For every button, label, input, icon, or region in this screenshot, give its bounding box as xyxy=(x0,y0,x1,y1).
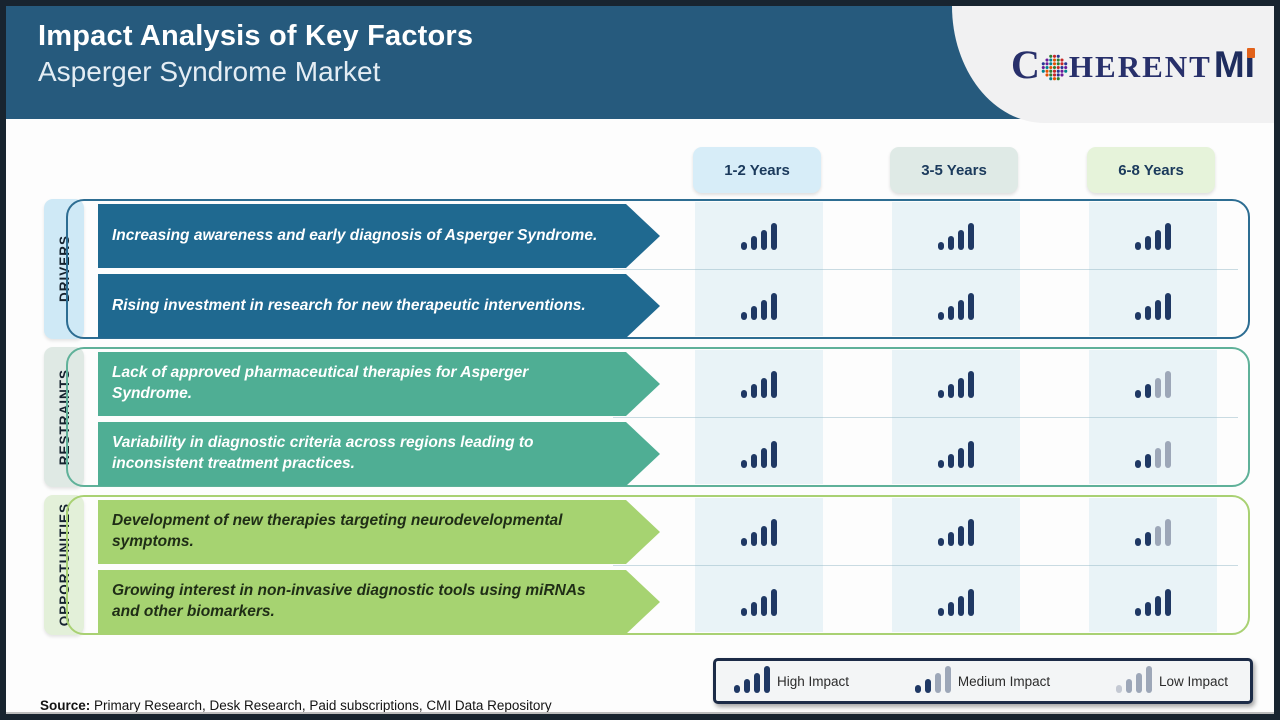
impact-cell xyxy=(892,419,1020,489)
high-impact-icon xyxy=(741,292,777,320)
factor-row: Increasing awareness and early diagnosis… xyxy=(68,201,1248,271)
high-impact-icon xyxy=(938,292,974,320)
factor-text: Growing interest in non-invasive diagnos… xyxy=(112,582,586,620)
factor-arrow: Development of new therapies targeting n… xyxy=(98,500,660,564)
category-label-drivers: DRIVERS xyxy=(44,199,84,339)
factor-text: Variability in diagnostic criteria acros… xyxy=(112,434,534,472)
medium-impact-icon xyxy=(1135,518,1171,546)
source-note: Source: Primary Research, Desk Research,… xyxy=(40,698,552,713)
column-header-label: 6-8 Years xyxy=(1118,161,1184,179)
factor-text: Rising investment in research for new th… xyxy=(112,296,586,314)
high-impact-icon xyxy=(741,440,777,468)
impact-cell xyxy=(1089,419,1217,489)
page-title: Impact Analysis of Key Factors xyxy=(38,20,474,52)
low-impact-icon xyxy=(1115,666,1152,693)
legend: High Impact Medium Impact Low Impact xyxy=(713,658,1253,704)
coherent-mi-logo: C HERENT MI xyxy=(1011,41,1256,87)
medium-impact-icon xyxy=(1135,370,1171,398)
factor-text: Lack of approved pharmaceutical therapie… xyxy=(112,364,529,402)
legend-item-medium-impact: Medium Impact xyxy=(914,666,1051,693)
impact-cell xyxy=(1089,497,1217,567)
impact-cell xyxy=(1089,271,1217,341)
factor-text: Increasing awareness and early diagnosis… xyxy=(112,226,598,244)
high-impact-icon xyxy=(1135,588,1171,616)
high-impact-icon xyxy=(938,440,974,468)
impact-cell xyxy=(892,271,1020,341)
page-subtitle: Asperger Syndrome Market xyxy=(38,56,381,87)
logo-text: HERENT xyxy=(1068,48,1212,84)
impact-cell xyxy=(1089,567,1217,637)
column-header-3-5-years: 3-5 Years xyxy=(890,147,1018,193)
factor-row: Variability in diagnostic criteria acros… xyxy=(68,419,1248,489)
source-label: Source: xyxy=(40,698,91,713)
legend-label: Low Impact xyxy=(1158,673,1228,689)
medium-impact-icon xyxy=(914,666,951,693)
high-impact-icon xyxy=(938,222,974,250)
factor-arrow: Variability in diagnostic criteria acros… xyxy=(98,422,660,486)
impact-cell xyxy=(1089,349,1217,419)
group-restraints: Lack of approved pharmaceutical therapie… xyxy=(66,347,1250,487)
factor-arrow: Growing interest in non-invasive diagnos… xyxy=(98,570,660,634)
factor-row: Lack of approved pharmaceutical therapie… xyxy=(68,349,1248,419)
high-impact-icon xyxy=(741,370,777,398)
impact-cell xyxy=(695,349,823,419)
row-divider xyxy=(613,269,1238,270)
high-impact-icon xyxy=(938,518,974,546)
row-divider xyxy=(613,565,1238,566)
impact-cell xyxy=(892,201,1020,271)
high-impact-icon xyxy=(1135,292,1171,320)
high-impact-icon xyxy=(938,588,974,616)
legend-item-high-impact: High Impact xyxy=(734,666,850,693)
factor-text: Development of new therapies targeting n… xyxy=(112,512,563,550)
impact-cell xyxy=(892,497,1020,567)
category-label-opportunities: OPPORTUNITIES xyxy=(44,495,84,635)
factor-arrow: Rising investment in research for new th… xyxy=(98,274,660,338)
logo-mi-text: MI xyxy=(1213,44,1256,85)
impact-cell xyxy=(695,497,823,567)
high-impact-icon xyxy=(741,222,777,250)
impact-cell xyxy=(1089,201,1217,271)
factor-arrow: Increasing awareness and early diagnosis… xyxy=(98,204,660,268)
high-impact-icon xyxy=(734,666,770,693)
column-header-label: 1-2 Years xyxy=(724,161,790,179)
high-impact-icon xyxy=(741,518,777,546)
logo-container: C HERENT MI xyxy=(952,6,1274,123)
logo-letter-c: C xyxy=(1011,41,1040,87)
impact-cell xyxy=(892,567,1020,637)
factor-row: Development of new therapies targeting n… xyxy=(68,497,1248,567)
impact-cell xyxy=(695,271,823,341)
factor-row: Rising investment in research for new th… xyxy=(68,271,1248,341)
row-divider xyxy=(613,417,1238,418)
column-header-1-2-years: 1-2 Years xyxy=(693,147,821,193)
impact-cell xyxy=(695,567,823,637)
category-label-restraints: RESTRAINTS xyxy=(44,347,84,487)
high-impact-icon xyxy=(741,588,777,616)
factor-row: Growing interest in non-invasive diagnos… xyxy=(68,567,1248,637)
factor-arrow: Lack of approved pharmaceutical therapie… xyxy=(98,352,660,416)
column-header-label: 3-5 Years xyxy=(921,161,987,179)
impact-cell xyxy=(892,349,1020,419)
high-impact-icon xyxy=(938,370,974,398)
impact-cell xyxy=(695,201,823,271)
medium-impact-icon xyxy=(1135,440,1171,468)
source-text: Primary Research, Desk Research, Paid su… xyxy=(90,698,552,713)
globe-icon xyxy=(1041,54,1068,81)
legend-label: Medium Impact xyxy=(957,673,1051,689)
group-drivers: Increasing awareness and early diagnosis… xyxy=(66,199,1250,339)
impact-cell xyxy=(695,419,823,489)
legend-item-low-impact: Low Impact xyxy=(1115,666,1228,693)
high-impact-icon xyxy=(1135,222,1171,250)
group-opportunities: Development of new therapies targeting n… xyxy=(66,495,1250,635)
legend-label: High Impact xyxy=(777,673,850,689)
bottom-divider xyxy=(6,712,1274,714)
column-header-6-8-years: 6-8 Years xyxy=(1087,147,1215,193)
